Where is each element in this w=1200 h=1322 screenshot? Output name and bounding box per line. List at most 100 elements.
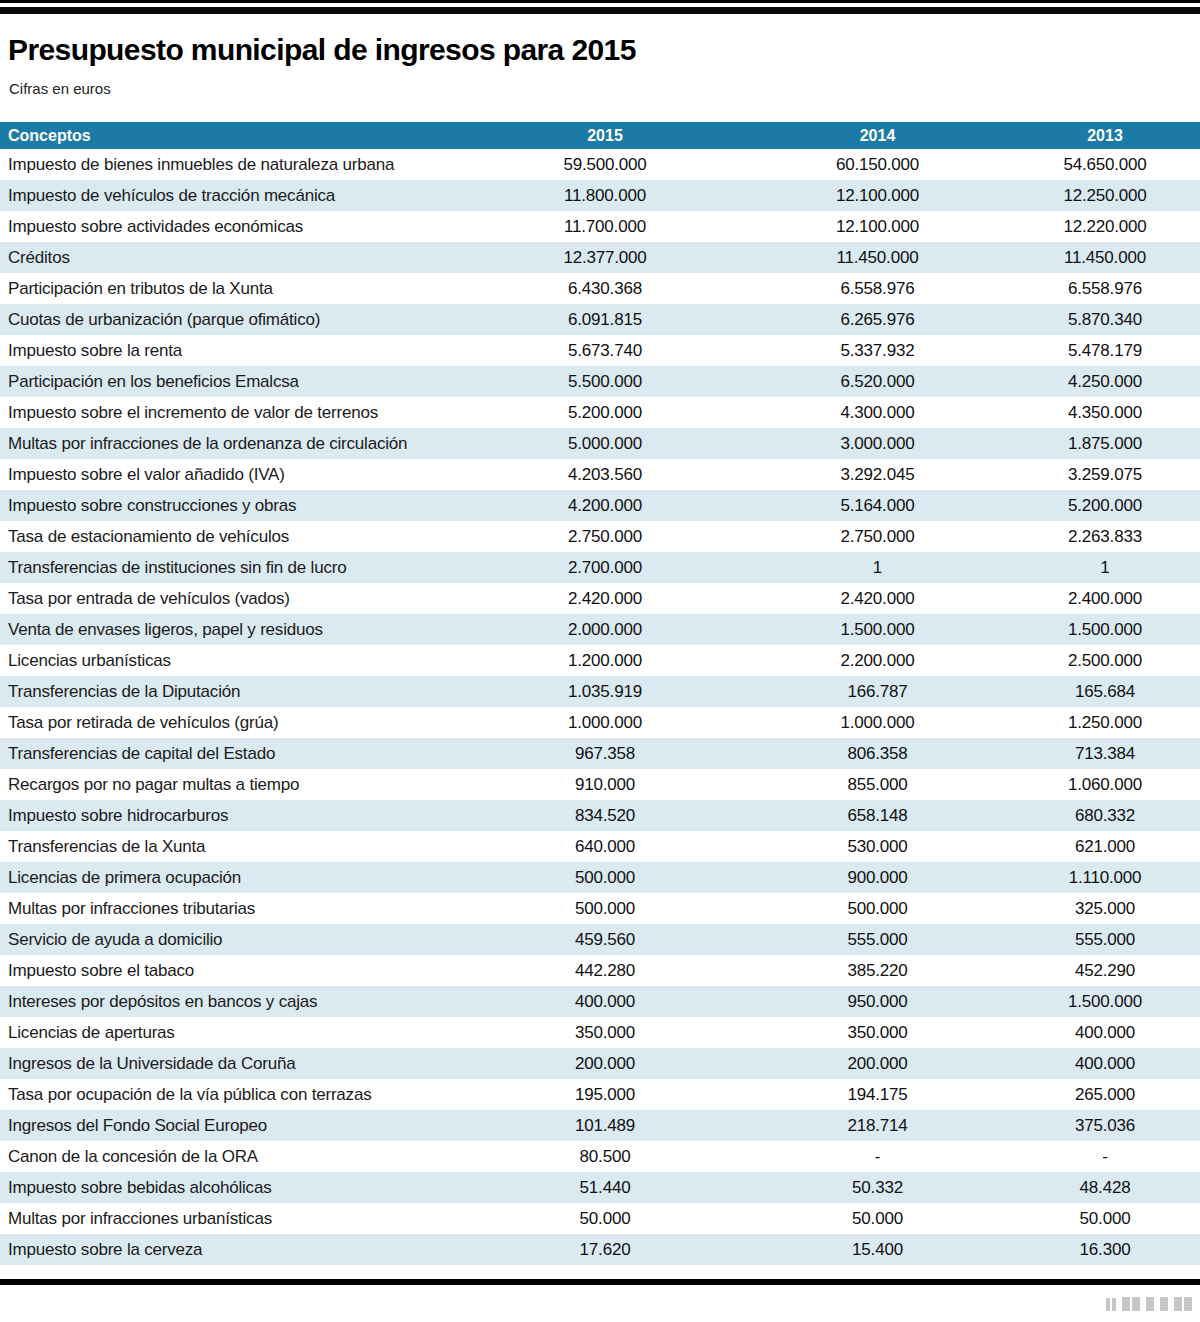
table-row: Recargos por no pagar multas a tiempo910… [0, 769, 1200, 800]
value-cell: 2.000.000 [500, 614, 710, 645]
concept-cell: Tasa por entrada de vehículos (vados) [0, 583, 500, 614]
value-cell: 1.000.000 [710, 707, 1045, 738]
value-cell: 50.000 [500, 1203, 710, 1234]
value-cell: 11.450.000 [710, 242, 1045, 273]
value-cell: 6.430.368 [500, 273, 710, 304]
value-cell: 3.000.000 [710, 428, 1045, 459]
value-cell: 195.000 [500, 1079, 710, 1110]
value-cell: 6.091.815 [500, 304, 710, 335]
concept-cell: Transferencias de capital del Estado [0, 738, 500, 769]
value-cell: 1.250.000 [1045, 707, 1165, 738]
logo-bar [1122, 1297, 1130, 1311]
value-cell: 2.700.000 [500, 552, 710, 583]
value-cell: 218.714 [710, 1110, 1045, 1141]
table-row: Cuotas de urbanización (parque ofimático… [0, 304, 1200, 335]
value-cell: 11.800.000 [500, 180, 710, 211]
value-cell: 555.000 [710, 924, 1045, 955]
value-cell: 5.673.740 [500, 335, 710, 366]
concept-cell: Cuotas de urbanización (parque ofimático… [0, 304, 500, 335]
value-cell: 375.036 [1045, 1110, 1165, 1141]
value-cell: 834.520 [500, 800, 710, 831]
table-row: Tasa de estacionamiento de vehículos2.75… [0, 521, 1200, 552]
value-cell: 12.100.000 [710, 211, 1045, 242]
value-cell: 1 [1045, 552, 1165, 583]
concept-cell: Multas por infracciones urbanísticas [0, 1203, 500, 1234]
table-row: Venta de envases ligeros, papel y residu… [0, 614, 1200, 645]
concept-cell: Impuesto sobre hidrocarburos [0, 800, 500, 831]
value-cell: - [1045, 1141, 1165, 1172]
value-cell: 6.265.976 [710, 304, 1045, 335]
logo-bar [1132, 1297, 1140, 1311]
table-row: Ingresos de la Universidade da Coruña200… [0, 1048, 1200, 1079]
value-cell: 385.220 [710, 955, 1045, 986]
value-cell: 5.478.179 [1045, 335, 1165, 366]
value-cell: 11.450.000 [1045, 242, 1165, 273]
concept-cell: Participación en tributos de la Xunta [0, 273, 500, 304]
value-cell: 500.000 [500, 893, 710, 924]
value-cell: 5.000.000 [500, 428, 710, 459]
concept-cell: Canon de la concesión de la ORA [0, 1141, 500, 1172]
value-cell: - [710, 1141, 1045, 1172]
value-cell: 12.250.000 [1045, 180, 1165, 211]
value-cell: 5.200.000 [500, 397, 710, 428]
table-row: Servicio de ayuda a domicilio459.560555.… [0, 924, 1200, 955]
value-cell: 900.000 [710, 862, 1045, 893]
table-row: Impuesto sobre bebidas alcohólicas51.440… [0, 1172, 1200, 1203]
logo-bar [1160, 1297, 1168, 1311]
concept-cell: Licencias urbanísticas [0, 645, 500, 676]
table-row: Tasa por ocupación de la vía pública con… [0, 1079, 1200, 1110]
value-cell: 713.384 [1045, 738, 1165, 769]
value-cell: 4.203.560 [500, 459, 710, 490]
value-cell: 265.000 [1045, 1079, 1165, 1110]
concept-cell: Impuesto de vehículos de tracción mecáni… [0, 180, 500, 211]
value-cell: 950.000 [710, 986, 1045, 1017]
logo-bar [1112, 1298, 1116, 1311]
value-cell: 12.100.000 [710, 180, 1045, 211]
value-cell: 1.875.000 [1045, 428, 1165, 459]
value-cell: 59.500.000 [500, 149, 710, 180]
table-row: Impuesto de vehículos de tracción mecáni… [0, 180, 1200, 211]
column-header-conceptos: Conceptos [0, 122, 500, 149]
value-cell: 530.000 [710, 831, 1045, 862]
value-cell: 806.358 [710, 738, 1045, 769]
value-cell: 1.110.000 [1045, 862, 1165, 893]
value-cell: 5.164.000 [710, 490, 1045, 521]
logo-bar [1106, 1298, 1110, 1311]
value-cell: 452.290 [1045, 955, 1165, 986]
value-cell: 640.000 [500, 831, 710, 862]
concept-cell: Multas por infracciones de la ordenanza … [0, 428, 500, 459]
value-cell: 459.560 [500, 924, 710, 955]
value-cell: 200.000 [500, 1048, 710, 1079]
value-cell: 166.787 [710, 676, 1045, 707]
concept-cell: Créditos [0, 242, 500, 273]
table-row: Impuesto sobre la renta5.673.7405.337.93… [0, 335, 1200, 366]
value-cell: 2.420.000 [710, 583, 1045, 614]
concept-cell: Participación en los beneficios Emalcsa [0, 366, 500, 397]
value-cell: 4.250.000 [1045, 366, 1165, 397]
value-cell: 658.148 [710, 800, 1045, 831]
value-cell: 1.060.000 [1045, 769, 1165, 800]
concept-cell: Impuesto sobre el tabaco [0, 955, 500, 986]
value-cell: 621.000 [1045, 831, 1165, 862]
table-row: Tasa por entrada de vehículos (vados) 2.4… [0, 583, 1200, 614]
value-cell: 16.300 [1045, 1234, 1165, 1265]
value-cell: 442.280 [500, 955, 710, 986]
table-row: Participación en los beneficios Emalcsa5… [0, 366, 1200, 397]
value-cell: 6.558.976 [1045, 273, 1165, 304]
value-cell: 15.400 [710, 1234, 1045, 1265]
value-cell: 4.350.000 [1045, 397, 1165, 428]
value-cell: 500.000 [500, 862, 710, 893]
value-cell: 5.500.000 [500, 366, 710, 397]
value-cell: 350.000 [710, 1017, 1045, 1048]
value-cell: 2.400.000 [1045, 583, 1165, 614]
column-header-2013: 2013 [1045, 122, 1165, 149]
concept-cell: Impuesto sobre la cerveza [0, 1234, 500, 1265]
value-cell: 1.000.000 [500, 707, 710, 738]
table-row: Transferencias de capital del Estado967.… [0, 738, 1200, 769]
value-cell: 5.337.932 [710, 335, 1045, 366]
value-cell: 350.000 [500, 1017, 710, 1048]
table-row: Licencias de primera ocupación500.000900… [0, 862, 1200, 893]
value-cell: 2.263.833 [1045, 521, 1165, 552]
value-cell: 3.259.075 [1045, 459, 1165, 490]
value-cell: 48.428 [1045, 1172, 1165, 1203]
